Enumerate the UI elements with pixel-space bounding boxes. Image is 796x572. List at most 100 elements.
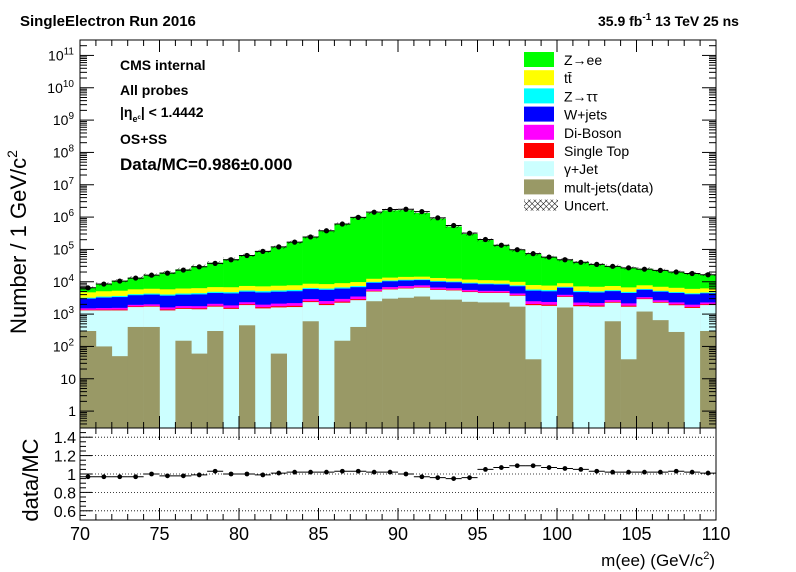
- stack-bar-mult-jets-data-: [509, 306, 526, 428]
- legend-label: Di-Boson: [564, 125, 622, 141]
- stack-bar-mult-jets-data-: [525, 359, 542, 428]
- data-point: [260, 248, 266, 254]
- ratio-point: [117, 474, 123, 480]
- stack-bar--jet: [254, 308, 272, 428]
- data-point: [244, 252, 250, 259]
- stack-bar-mult-jets-data-: [175, 340, 192, 428]
- stack-bar-mult-jets-data-: [636, 311, 653, 428]
- ratio-x-axis: 70 75 80 85 90 95 100 105 110: [70, 428, 730, 544]
- data-point: [498, 242, 504, 248]
- data-point: [673, 269, 679, 275]
- data-point: [117, 278, 123, 284]
- stack-bar-mult-jets-data-: [127, 326, 144, 428]
- main-y-tick-label: 102: [53, 337, 75, 354]
- x-tick-label: 95: [467, 524, 487, 544]
- ratio-point: [419, 474, 425, 480]
- ratio-point: [578, 467, 584, 472]
- main-y-tick-label: 1: [68, 403, 76, 419]
- data-point: [403, 206, 409, 212]
- stack-bar-mult-jets-data-: [207, 331, 224, 428]
- stack-bar-mult-jets-data-: [111, 356, 128, 428]
- stack-bar-mult-jets-data-: [477, 302, 494, 428]
- data-point: [292, 239, 298, 245]
- stack-bar--jet: [541, 305, 558, 428]
- ratio-point: [483, 467, 488, 472]
- stack-bar-mult-jets-data-: [604, 321, 621, 428]
- main-y-axis: 1 10 102 103 104 105 106 107 108 109 1010 1011: [47, 39, 716, 429]
- y-axis-label-main: Number / 1 GeV/c2: [4, 150, 31, 334]
- stack-bar--jet: [286, 307, 303, 428]
- data-point: [371, 209, 377, 215]
- ratio-point: [673, 468, 679, 474]
- main-y-tick-label: 108: [53, 143, 75, 160]
- probes-label: All probes: [120, 82, 189, 98]
- stack-bar-mult-jets-data-: [143, 326, 160, 428]
- data-point: [419, 208, 425, 215]
- ratio-y-tick-label: 1.2: [54, 449, 76, 466]
- data-point: [641, 266, 648, 272]
- main-y-tick-label: 1010: [47, 79, 74, 96]
- stack-bar--jet: [318, 305, 335, 428]
- ratio-point: [705, 470, 711, 476]
- main-y-tick-label: 1011: [48, 46, 74, 63]
- stack-bar-mult-jets-data-: [557, 307, 574, 428]
- legend-swatch-w-jets: [524, 106, 554, 122]
- main-y-tick-label: 103: [53, 305, 75, 322]
- charge-label: OS+SS: [120, 131, 167, 147]
- legend-swatch-single-top: [524, 143, 554, 158]
- legend-label: tt̄: [564, 70, 572, 86]
- data-point: [482, 236, 489, 243]
- x-tick-label: 105: [621, 524, 651, 544]
- data-point: [133, 275, 139, 281]
- data-point: [625, 265, 632, 271]
- legend-label: γ+Jet: [564, 161, 598, 177]
- legend-swatch-cross: [524, 199, 558, 211]
- x-tick-label: 80: [229, 524, 249, 544]
- data-point: [514, 247, 520, 253]
- legend-label: Single Top: [564, 143, 629, 159]
- main-x-ticks: [79, 40, 717, 428]
- legend-label: mult-jets(data): [564, 179, 653, 195]
- ratio-point: [85, 474, 91, 480]
- stack-bar--jet: [684, 307, 701, 428]
- stack-bar-mult-jets-data-: [398, 297, 415, 428]
- main-y-tick-label: 107: [53, 176, 75, 193]
- lumi-exponent: -1: [642, 12, 651, 23]
- data-point: [196, 264, 202, 270]
- stack-bar-mult-jets-data-: [95, 346, 113, 428]
- x-tick-label: 85: [308, 524, 328, 544]
- ratio-point: [244, 471, 250, 477]
- stack-bar-mult-jets-data-: [366, 301, 383, 428]
- x-tick-label: 90: [388, 524, 408, 544]
- data-point: [180, 267, 186, 273]
- ratio-point: [403, 471, 409, 477]
- ratio-point: [260, 472, 266, 478]
- ratio-point: [546, 465, 552, 470]
- data-point: [562, 257, 568, 263]
- ratio-point: [530, 463, 536, 469]
- ratio-point: [133, 474, 139, 480]
- data-point: [466, 230, 473, 236]
- eta-cut-label: |ηec| < 1.4442: [120, 104, 204, 124]
- cms-label: CMS internal: [120, 57, 206, 73]
- ratio-point: [276, 470, 282, 476]
- x-axis-label: m(ee) (GeV/c2): [601, 550, 715, 570]
- stack-bar-mult-jets-data-: [493, 302, 510, 428]
- data-point: [657, 267, 663, 273]
- legend-swatch-mult-jets-data-: [524, 179, 554, 195]
- ratio-summary: Data/MC=0.986±0.000: [120, 155, 292, 174]
- ratio-point: [689, 469, 695, 475]
- legend-swatch-z-ee: [524, 52, 554, 67]
- stack-bar-mult-jets-data-: [239, 325, 256, 428]
- stack-bar-mult-jets-data-: [668, 331, 685, 428]
- data-point: [530, 251, 536, 257]
- ratio-point: [610, 469, 616, 475]
- data-point: [451, 222, 457, 229]
- legend-swatch--jet: [524, 161, 554, 177]
- main-y-tick-label: 105: [53, 240, 75, 257]
- data-point: [212, 260, 218, 266]
- data-point: [101, 281, 107, 287]
- data-point: [705, 272, 711, 278]
- main-y-tick-label: 10: [60, 371, 76, 387]
